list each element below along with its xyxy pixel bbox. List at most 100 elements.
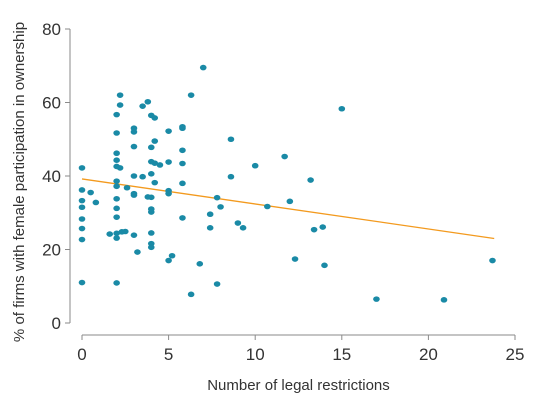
data-point xyxy=(206,225,214,231)
data-point xyxy=(130,143,138,150)
y-tick-label: 40 xyxy=(42,167,61,186)
data-point xyxy=(373,296,380,302)
data-point xyxy=(78,236,86,243)
data-point xyxy=(116,102,124,108)
data-point xyxy=(179,125,186,132)
data-point xyxy=(130,232,138,238)
x-axis-title: Number of legal restrictions xyxy=(207,377,390,394)
data-point xyxy=(319,224,327,230)
data-point xyxy=(113,130,120,136)
data-point xyxy=(78,204,86,211)
data-point xyxy=(213,281,221,287)
data-point xyxy=(199,64,207,71)
data-point xyxy=(151,138,159,144)
y-tick-label: 60 xyxy=(42,94,61,113)
data-point xyxy=(151,115,159,121)
data-point xyxy=(338,105,346,112)
data-point xyxy=(187,291,195,298)
data-point xyxy=(213,194,221,201)
data-point xyxy=(122,228,129,235)
data-point xyxy=(234,220,242,226)
data-point xyxy=(130,129,138,135)
data-point xyxy=(113,205,120,212)
x-tick-label: 5 xyxy=(164,345,173,364)
data-point xyxy=(116,165,124,171)
x-tick-label: 10 xyxy=(246,345,265,364)
y-tick-label: 80 xyxy=(42,20,61,39)
axes: 0 20 40 60 80 0 5 10 15 20 25 xyxy=(42,20,524,364)
data-point xyxy=(113,214,120,220)
x-tick-label: 25 xyxy=(506,345,525,364)
data-point xyxy=(239,225,247,231)
x-tick-label: 15 xyxy=(332,345,351,364)
data-point xyxy=(123,184,131,191)
data-point xyxy=(113,195,120,202)
data-point xyxy=(78,279,86,286)
data-point xyxy=(281,153,288,160)
data-point xyxy=(113,178,120,184)
data-point xyxy=(251,162,259,169)
x-tick-label: 0 xyxy=(77,345,86,364)
data-point xyxy=(134,249,141,255)
data-point xyxy=(78,216,86,222)
data-point xyxy=(264,203,271,210)
data-point xyxy=(113,111,120,118)
y-axis-title: % of firms with female participation in … xyxy=(11,22,28,342)
data-point xyxy=(286,198,294,205)
data-point xyxy=(168,252,176,259)
data-point xyxy=(106,231,114,237)
data-point xyxy=(151,179,159,186)
data-point xyxy=(227,136,235,143)
data-point xyxy=(147,209,155,215)
data-point xyxy=(179,160,186,167)
data-point xyxy=(291,256,299,262)
data-point xyxy=(151,160,159,166)
data-point xyxy=(179,215,186,221)
data-point xyxy=(187,92,195,98)
data-point xyxy=(489,257,496,264)
data-point xyxy=(156,162,164,168)
data-point xyxy=(165,159,172,165)
data-point xyxy=(440,297,448,303)
data-point xyxy=(179,180,186,187)
data-point xyxy=(179,147,186,154)
data-point xyxy=(206,211,214,218)
data-point xyxy=(113,230,120,237)
data-point xyxy=(217,204,224,210)
data-point xyxy=(196,261,204,267)
data-point xyxy=(321,262,328,269)
y-tick-label: 0 xyxy=(52,314,61,333)
data-point xyxy=(113,280,120,286)
data-point xyxy=(147,170,155,177)
data-point xyxy=(78,197,86,204)
data-point xyxy=(165,128,172,134)
data-point xyxy=(139,103,146,109)
data-point xyxy=(113,157,120,163)
data-point xyxy=(113,150,120,157)
data-point xyxy=(165,190,172,197)
data-point xyxy=(165,257,172,264)
data-points xyxy=(78,64,496,303)
data-point xyxy=(113,183,120,190)
data-point xyxy=(92,199,100,206)
data-point xyxy=(147,230,155,236)
data-point xyxy=(139,173,146,180)
data-point xyxy=(147,244,155,251)
y-tick-label: 20 xyxy=(42,241,61,260)
data-point xyxy=(113,235,120,241)
data-point xyxy=(307,177,314,183)
data-point xyxy=(87,189,94,196)
trendline-layer xyxy=(81,178,495,240)
data-point xyxy=(147,194,155,201)
data-point xyxy=(116,92,124,98)
data-point xyxy=(130,192,138,198)
trendline xyxy=(81,178,495,240)
data-point xyxy=(147,144,155,151)
data-point xyxy=(78,187,86,193)
data-point xyxy=(78,225,86,232)
data-point xyxy=(144,98,152,105)
data-point xyxy=(78,165,86,171)
data-point xyxy=(310,226,318,233)
